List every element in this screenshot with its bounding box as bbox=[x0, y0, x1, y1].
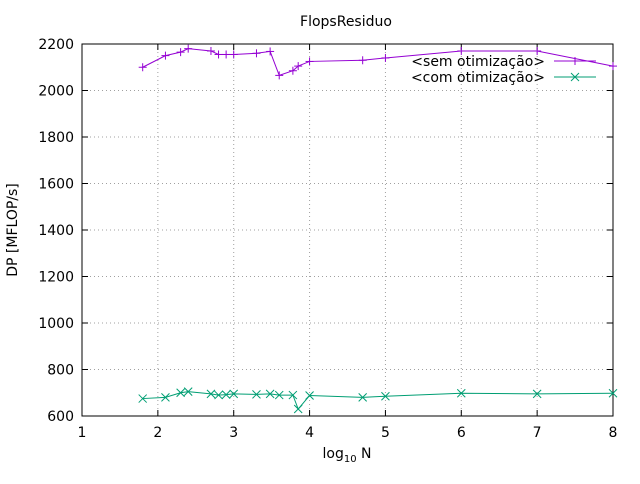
series-1-point bbox=[457, 46, 466, 55]
series-2-point-stroke-b bbox=[176, 388, 185, 398]
series-1-point bbox=[161, 51, 170, 60]
y-tick-label: 1200 bbox=[38, 270, 74, 286]
series-2-point-stroke-b bbox=[456, 388, 466, 398]
x-tick-label: 2 bbox=[153, 425, 162, 441]
series-1-point bbox=[214, 50, 223, 59]
series-2-point-stroke-b bbox=[274, 390, 284, 400]
series-2-point bbox=[138, 394, 148, 403]
y-tick-label: 1400 bbox=[38, 223, 74, 239]
x-tick-label: 8 bbox=[609, 425, 618, 441]
series-1-point bbox=[252, 49, 261, 58]
series-2-point bbox=[214, 390, 223, 400]
legend-marker-2 bbox=[570, 72, 580, 82]
series-2-point-stroke-b bbox=[305, 391, 314, 400]
y-tick-label: 800 bbox=[47, 363, 74, 379]
series-2-point bbox=[293, 404, 303, 414]
series-1-point bbox=[266, 47, 275, 56]
legend-marker-2-stroke-b bbox=[570, 72, 580, 82]
series-2-point-stroke-b bbox=[214, 390, 223, 400]
series-2-point-stroke-b bbox=[252, 390, 261, 399]
series-2-point bbox=[206, 389, 216, 399]
series-1-point bbox=[229, 50, 238, 59]
series-2-point-stroke-b bbox=[265, 389, 275, 399]
series-2-point bbox=[305, 391, 314, 400]
series-2-point-stroke-b bbox=[293, 404, 303, 414]
series-2-point-stroke-b bbox=[138, 394, 148, 403]
axis-ticks: 1 2 3 4 5 6 7 8 600 800 1000 1200 1400 1600 1800 2000 22… bbox=[38, 37, 617, 441]
series-1-point bbox=[206, 46, 215, 55]
series-1-point bbox=[138, 63, 147, 72]
series-2-point-stroke-b bbox=[161, 393, 170, 402]
series-2-point-stroke-b bbox=[229, 389, 239, 399]
x-tick-label: 6 bbox=[457, 425, 466, 441]
x-axis-label-rest: N bbox=[357, 446, 372, 462]
series-2-point-stroke-b bbox=[288, 390, 298, 400]
series-1-point bbox=[358, 56, 367, 65]
y-tick-label: 1000 bbox=[38, 316, 74, 332]
series-2-point bbox=[265, 389, 275, 399]
series-2-point bbox=[608, 388, 618, 398]
legend-label-1: <sem otimização> bbox=[411, 54, 545, 70]
series-1-point bbox=[305, 57, 314, 66]
series-2-point-stroke-b bbox=[183, 387, 193, 396]
legend: <sem otimização><com otimização> bbox=[411, 54, 596, 86]
series-2-point bbox=[252, 390, 261, 399]
y-tick-label: 2000 bbox=[38, 84, 74, 100]
series-2-point bbox=[229, 389, 239, 399]
series-1-point bbox=[176, 48, 185, 57]
series-2-point bbox=[381, 391, 390, 401]
series-2-point-stroke-b bbox=[221, 390, 231, 399]
series-2-point bbox=[161, 393, 170, 402]
series-1-point bbox=[294, 62, 303, 71]
x-tick-label: 4 bbox=[305, 425, 314, 441]
series-2-point bbox=[274, 390, 284, 400]
legend-marker-1 bbox=[571, 57, 579, 65]
y-tick-label: 2200 bbox=[38, 37, 74, 53]
y-tick-label: 1600 bbox=[38, 177, 74, 193]
series-group bbox=[138, 44, 618, 414]
series-2-point bbox=[456, 388, 466, 398]
series-1-point bbox=[184, 44, 193, 53]
series-2-point-stroke-b bbox=[381, 391, 390, 401]
series-1-point bbox=[381, 53, 390, 62]
series-2-point-stroke-b bbox=[532, 389, 542, 399]
chart-title: FlopsResiduo bbox=[300, 14, 392, 30]
series-2-point bbox=[532, 389, 542, 399]
x-tick-label: 1 bbox=[78, 425, 87, 441]
x-tick-label: 7 bbox=[533, 425, 542, 441]
series-1-point bbox=[533, 46, 542, 55]
series-1-point bbox=[288, 66, 297, 75]
x-axis-label-subscript: 10 bbox=[344, 454, 357, 465]
series-2-point-stroke-b bbox=[608, 388, 618, 398]
series-2-point-stroke-b bbox=[358, 393, 368, 402]
y-tick-label: 600 bbox=[47, 409, 74, 425]
x-axis-label: log10 N bbox=[322, 446, 371, 465]
y-axis-label: DP [MFLOP/s] bbox=[5, 183, 21, 277]
series-2-point bbox=[358, 393, 368, 402]
y-tick-label: 1800 bbox=[38, 130, 74, 146]
series-2-point bbox=[288, 390, 298, 400]
x-axis-label-base: log bbox=[322, 446, 343, 462]
legend-label-2: <com otimização> bbox=[411, 70, 545, 86]
grid-lines bbox=[82, 44, 613, 416]
x-tick-label: 5 bbox=[381, 425, 390, 441]
series-2-point bbox=[183, 387, 193, 396]
series-1-point bbox=[609, 62, 617, 71]
series-1-point bbox=[222, 50, 231, 59]
series-2-point-stroke-b bbox=[206, 389, 216, 399]
series-2-point bbox=[221, 390, 231, 399]
series-2-point bbox=[176, 388, 185, 398]
series-1-point bbox=[275, 71, 284, 80]
x-tick-label: 3 bbox=[229, 425, 238, 441]
